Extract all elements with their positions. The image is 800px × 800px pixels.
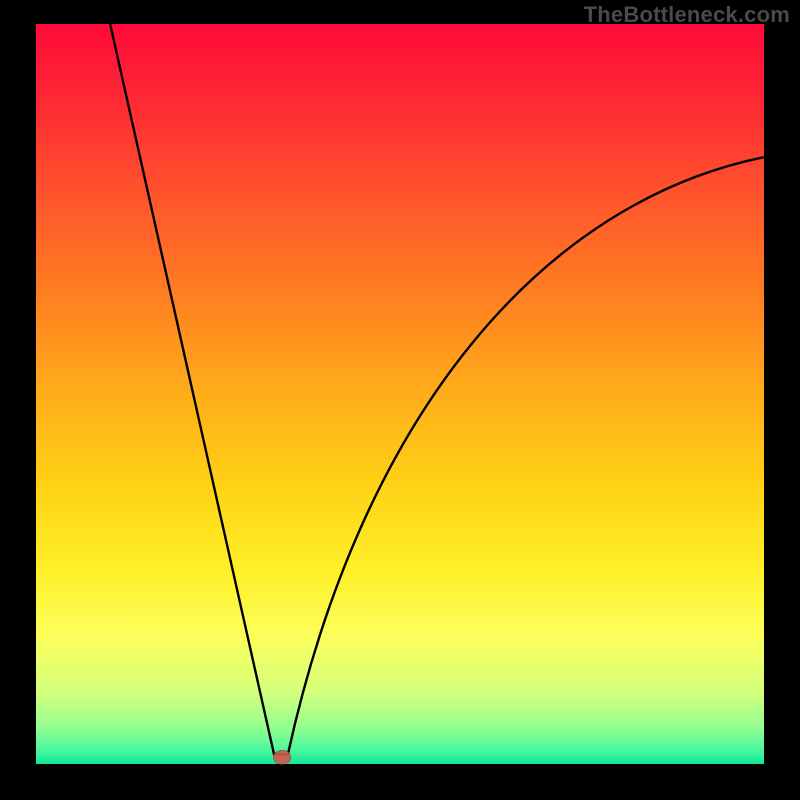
chart-svg: [0, 0, 800, 800]
chart-stage: TheBottleneck.com: [0, 0, 800, 800]
watermark-text: TheBottleneck.com: [584, 2, 790, 28]
plot-background: [36, 24, 764, 764]
optimum-marker: [273, 750, 290, 764]
